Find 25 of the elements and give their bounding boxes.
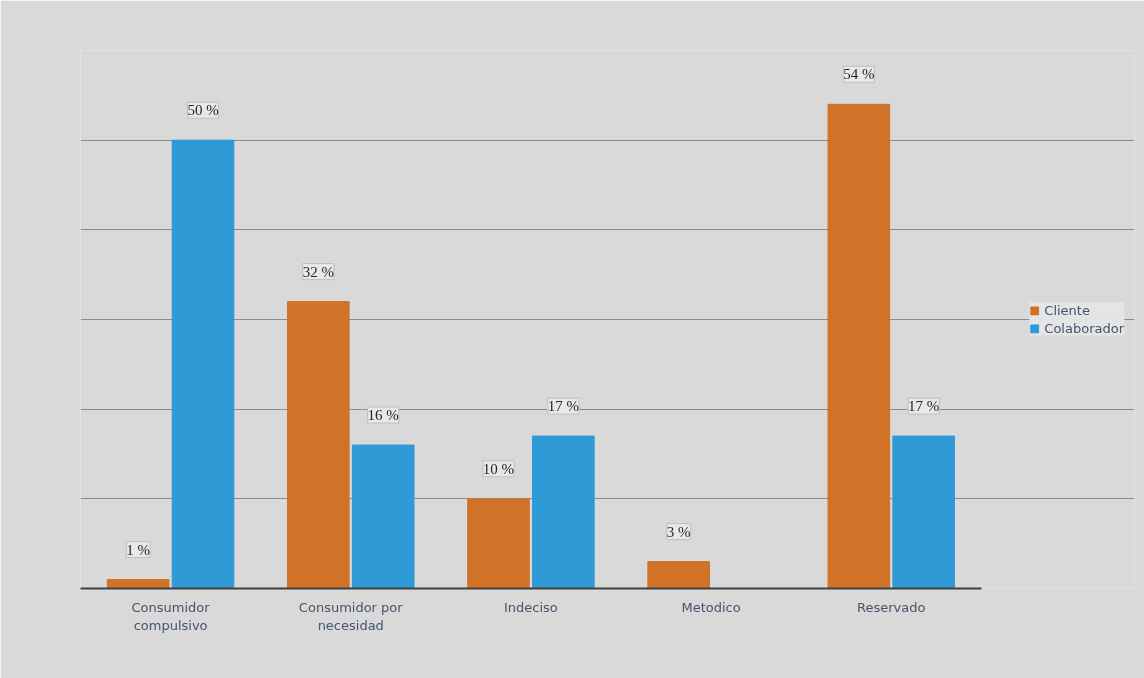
legend-label: Colaborador <box>1044 320 1124 336</box>
bar <box>171 139 235 589</box>
bar <box>827 103 891 589</box>
bar <box>287 301 350 589</box>
data-label: 1 % <box>126 541 151 558</box>
data-label: 32 % <box>302 263 334 280</box>
data-label: 10 % <box>482 460 515 477</box>
x-tick-label: Metodico <box>681 599 741 615</box>
x-tick-label: Reservado <box>857 599 926 615</box>
bar <box>647 561 710 589</box>
bar <box>351 444 415 589</box>
data-label: 54 % <box>843 66 875 83</box>
data-label: 3 % <box>666 523 691 540</box>
x-tick-label: Consumidor compulsivo <box>131 599 211 633</box>
bar <box>532 435 595 589</box>
x-tick-label: Indeciso <box>504 599 558 615</box>
data-label: 16 % <box>367 407 399 424</box>
data-label: 17 % <box>547 398 579 415</box>
bar <box>467 498 530 589</box>
x-tick-label: Consumidor por necesidad <box>298 599 404 633</box>
bar <box>892 435 956 589</box>
bar <box>106 579 170 589</box>
data-label: 17 % <box>908 398 940 415</box>
legend-label: Cliente <box>1044 302 1090 318</box>
data-label: 50 % <box>187 102 219 119</box>
